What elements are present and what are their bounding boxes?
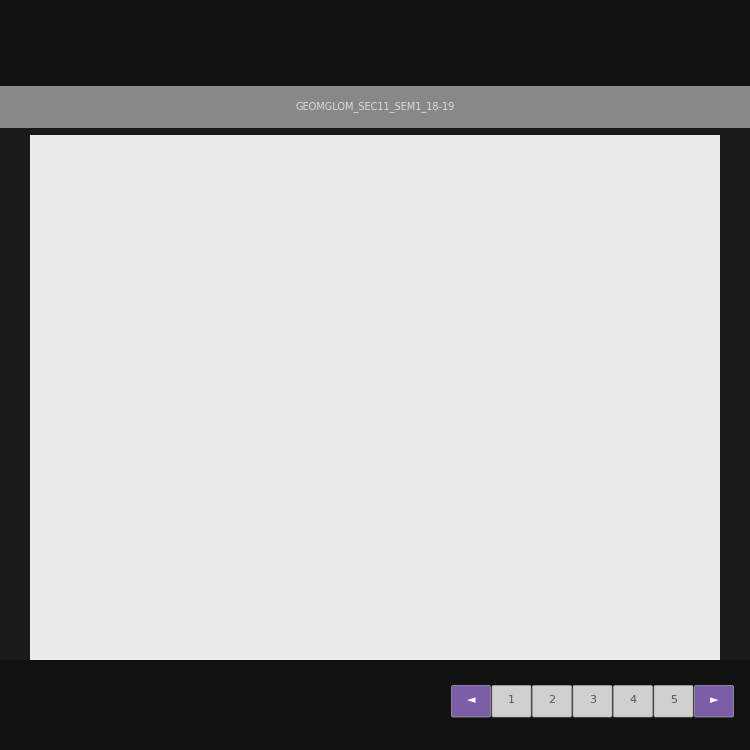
- Text: CD: CD: [86, 338, 107, 352]
- Text: each: each: [84, 196, 119, 210]
- Text: I: I: [435, 313, 439, 327]
- Text: 133°: 133°: [356, 240, 386, 254]
- Text: 34°: 34°: [575, 450, 597, 463]
- Text: EF: EF: [86, 269, 104, 284]
- Text: 1: 1: [508, 694, 515, 705]
- Text: C: C: [202, 454, 211, 469]
- Text: ◄: ◄: [466, 694, 476, 705]
- Text: 47°: 47°: [316, 220, 338, 233]
- Text: F: F: [570, 254, 578, 268]
- Text: 2: 2: [548, 694, 556, 705]
- Bar: [54, 236, 75, 255]
- Text: 3: 3: [589, 694, 596, 705]
- Text: A: A: [271, 207, 280, 220]
- Text: 5: 5: [670, 694, 677, 705]
- Text: G: G: [332, 370, 343, 383]
- Text: AB: AB: [86, 303, 106, 318]
- Text: 133°: 133°: [442, 380, 472, 394]
- Text: H: H: [501, 370, 512, 383]
- Bar: [54, 335, 75, 355]
- Text: Select: Select: [51, 196, 96, 210]
- Text: 4: 4: [629, 694, 637, 705]
- Text: GEOMGLOM_SEC11_SEM1_18-19: GEOMGLOM_SEC11_SEM1_18-19: [296, 101, 454, 112]
- Text: D: D: [646, 454, 657, 469]
- Text: B: B: [646, 207, 656, 220]
- Text: correct answer.: correct answer.: [112, 196, 218, 210]
- Text: Which segments are parallel?: Which segments are parallel?: [51, 162, 278, 177]
- Bar: [54, 302, 75, 320]
- Text: ►: ►: [710, 694, 718, 705]
- Text: E: E: [334, 254, 343, 268]
- Text: GH: GH: [86, 238, 109, 253]
- Bar: [54, 267, 75, 286]
